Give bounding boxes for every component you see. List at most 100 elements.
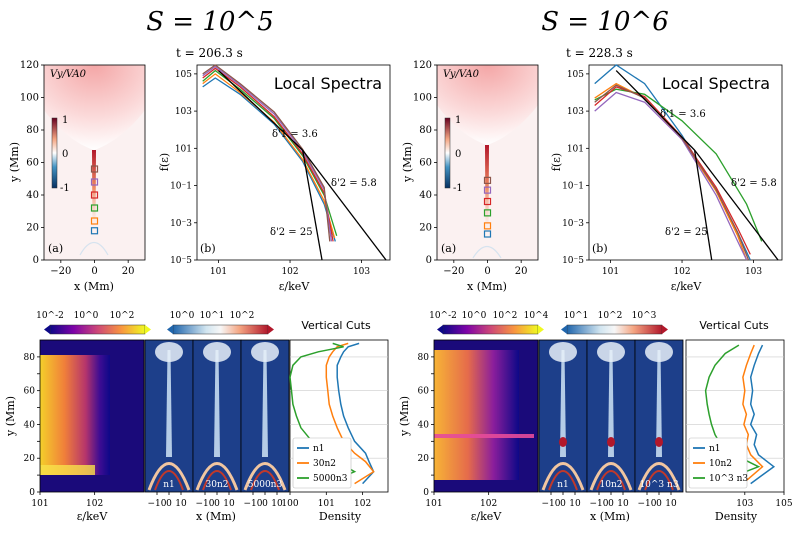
panel-i-colorbar-tick-1: 10^2 [598,311,623,321]
panel-c-current-sheet [485,145,489,240]
panel-b-annotation-delta2-b: δ'2 = 25 [270,227,313,238]
panel-d-plot-area: 10⁻5 10⁻3 10⁻1 101 103 105 101 102 103 [562,64,779,277]
power-law-line-0 [218,70,304,151]
panel-h-frame [433,339,539,493]
x-tick-label-2: 103 [353,267,370,277]
panel-e-colorbar-low-arrow [44,325,50,334]
density-current-sheet-1 [214,350,220,457]
panel-i-ticks: −10 0 10 −10 0 10 −10 0 10 [542,492,677,509]
panel-c-label: (a) [441,242,456,255]
density-plasmoid-0 [559,437,567,447]
panel-b-time: t = 206.3 s [176,46,243,60]
x-tick-label-0: −20 [50,266,71,277]
power-law-line-2 [693,150,713,261]
x-tick-label-1: 105 [775,499,792,509]
x-tick-label-1-1: 0 [608,499,614,509]
panel-h-colorbar-tick-3: 10^4 [524,311,549,321]
panel-a-colorbar-tick-min: -1 [60,183,70,194]
density-plume-2 [251,342,279,362]
panel-i-density-maps: 10^1 10^2 10^3 n1 10n2 10^3 n3 −10 0 10 −10… [538,311,684,523]
panel-a-colorbar-label: Vy/VA0 [50,69,87,80]
density-cusp-core-2 [644,470,674,491]
panel-b-annotation-delta1: δ'1 = 3.6 [272,129,318,140]
density-cusp-2 [637,462,681,491]
y-tick-label-4: 103 [175,107,192,117]
panel-a-colorbar-tick-max: 1 [62,115,68,126]
power-law-line-1 [302,149,387,261]
panel-f-ticks: −10 0 10 −10 0 10 −10 0 10 [148,492,283,509]
panel-h-xlabel: ε/keV [471,510,503,523]
panel-i-colorbar [566,324,663,335]
y-tick-label-3: 60 [419,158,432,169]
spectrum-line-0 [202,77,336,242]
density-cusp-1 [589,462,633,491]
position-marker-0 [483,230,492,238]
panel-a-outflow-base [79,241,109,256]
x-tick-label-1: 102 [281,267,298,277]
y-tick-label-2: 10⁻1 [562,182,584,192]
panel-c-markers [483,176,492,238]
panel-f-colorbar-low-arrow [167,325,173,334]
x-tick-label-0: 101 [602,267,619,277]
y-tick-label-0: 10⁻5 [170,256,192,266]
panel-e-xlabel: ε/keV [77,510,109,523]
y-tick-label-3: 101 [567,144,584,154]
y-tick-label-2: 40 [26,190,39,201]
x-tick-label-1: 101 [318,499,335,509]
panel-b-xlabel: ε/keV [279,280,311,293]
panel-a-colorbar [51,117,58,189]
panel-i-colorbar-low-arrow [561,325,567,334]
x-tick-label-1-2: 10 [617,499,629,509]
panel-c-ylabel: y (Mm) [401,142,414,183]
panel-e-colorbar-tick-0: 10^-2 [36,311,64,321]
panel-c-colorbar-tick-max: 1 [455,115,461,126]
cut-line-n1 [749,344,776,485]
x-tick-label-2: 20 [515,266,528,277]
panel-h-ylabel: y (Mm) [398,396,411,437]
x-tick-label-1-0: −10 [196,499,215,509]
panel-j-title: Vertical Cuts [699,319,769,332]
position-marker-0 [90,227,99,235]
y-tick-label-6: 120 [20,60,39,71]
x-tick-label-2: 102 [354,499,371,509]
x-tick-label-0-2: 10 [569,499,581,509]
panel-g-legend: n1 30n2 5000n3 [292,437,352,489]
y-tick-label-1: 10⁻3 [170,219,192,229]
panel-f-subpanel-label-0: n1 [163,480,175,490]
panel-h-bright-band [434,350,519,480]
y-tick-label-8: 80 [24,353,36,363]
x-tick-label-0-2: 10 [175,499,187,509]
panel-e-bright-band [40,355,110,475]
x-tick-label-0: 101 [210,267,227,277]
y-tick-label-0: 0 [29,488,35,498]
density-plume-0 [549,342,577,362]
panel-i-subpanel-label-2: 10^3 n3 [639,480,678,490]
density-cusp-core-1 [202,470,232,491]
legend-label-1: 30n2 [313,459,336,469]
position-marker-2 [483,209,492,217]
density-current-sheet-2 [262,350,268,457]
density-plume-1 [203,342,231,362]
x-tick-label-1-1: 0 [214,499,220,509]
panel-a-colorbar-tick-mid: 0 [62,149,68,160]
panel-h-cusp-band [434,434,534,438]
y-tick-label-6: 60 [24,387,36,397]
y-tick-label-4: 40 [24,420,36,430]
panel-e-cusp-band [40,465,95,475]
position-marker-5 [483,176,492,184]
y-tick-label-4: 103 [567,107,584,117]
panel-h-colorbar-tick-2: 10^2 [493,311,518,321]
y-tick-label-0: 0 [426,255,432,266]
y-tick-label-4: 40 [418,420,430,430]
right-group-title: S = 10^6 [541,7,669,37]
y-tick-label-5: 105 [567,70,584,80]
left-group-title: S = 10^5 [146,7,274,37]
position-marker-3 [483,197,492,206]
position-marker-1 [90,217,99,225]
panel-f-map-columns [144,339,290,493]
panel-h-colorbar-tick-0: 10^-2 [429,311,457,321]
panel-d-frame [588,64,783,261]
